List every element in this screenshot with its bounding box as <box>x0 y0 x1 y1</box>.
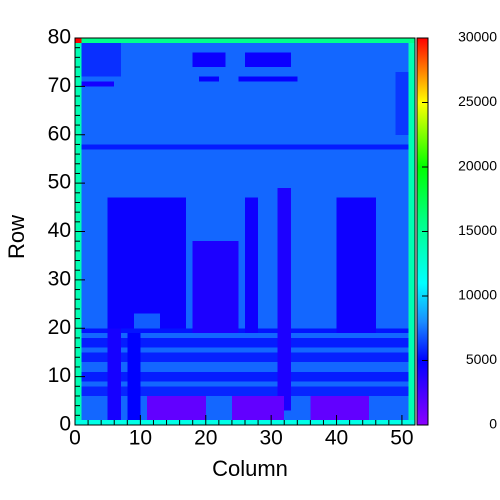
x-tick-label: 20 <box>194 427 217 450</box>
heatmap-cell <box>81 144 409 150</box>
heatmap-cell <box>192 241 239 334</box>
heatmap-cell <box>238 76 298 82</box>
color-bar-label: 5000 <box>466 351 497 367</box>
heatmap-cell <box>81 352 409 363</box>
y-tick-label: 70 <box>48 74 71 97</box>
heatmap-cell <box>107 328 121 421</box>
heatmap-cell <box>245 52 291 68</box>
heatmap-cell <box>81 42 121 77</box>
color-bar-label: 15000 <box>458 222 497 238</box>
x-tick-label: 50 <box>390 427 413 450</box>
y-axis-title: Row <box>4 215 29 259</box>
heatmap-cell <box>81 386 409 396</box>
y-tick-label: 80 <box>48 26 71 49</box>
x-tick-label: 30 <box>259 427 282 450</box>
heatmap-cell <box>81 337 409 348</box>
heatmap-cell <box>192 52 226 68</box>
heatmap-cell <box>146 395 206 421</box>
y-tick-label: 30 <box>48 267 71 290</box>
heatmap-cell <box>408 38 415 425</box>
heatmap-cell <box>133 313 160 329</box>
y-tick-label: 20 <box>48 316 71 339</box>
heatmap-cell <box>199 76 219 82</box>
heatmap-cell <box>75 38 82 43</box>
y-tick-label: 0 <box>59 413 71 436</box>
color-bar-label: 0 <box>489 416 497 432</box>
color-bar-label: 20000 <box>458 158 497 174</box>
heatmap-cell <box>336 197 376 334</box>
color-bar-label: 25000 <box>458 93 497 109</box>
y-tick-label: 50 <box>48 171 71 194</box>
heatmap-cell <box>245 197 259 334</box>
x-axis-title: Column <box>212 456 288 481</box>
y-tick-label: 60 <box>48 122 71 145</box>
x-tick-label: 10 <box>129 427 152 450</box>
x-tick-label: 0 <box>69 427 81 450</box>
heatmap-cell <box>81 371 409 382</box>
heatmap-cell <box>75 38 415 43</box>
color-bar-label: 10000 <box>458 287 497 303</box>
heatmap-cell <box>231 395 285 421</box>
heatmap-cell <box>81 81 115 87</box>
x-tick-label: 40 <box>325 427 348 450</box>
y-tick-label: 40 <box>48 219 71 242</box>
heatmap-cell <box>395 71 409 135</box>
y-tick-label: 10 <box>48 364 71 387</box>
heatmap-cell <box>277 187 291 411</box>
heatmap-cell <box>127 333 141 421</box>
heatmap-cell <box>310 395 370 421</box>
color-bar-label: 30000 <box>458 29 497 45</box>
heatmap-cell <box>107 197 187 329</box>
